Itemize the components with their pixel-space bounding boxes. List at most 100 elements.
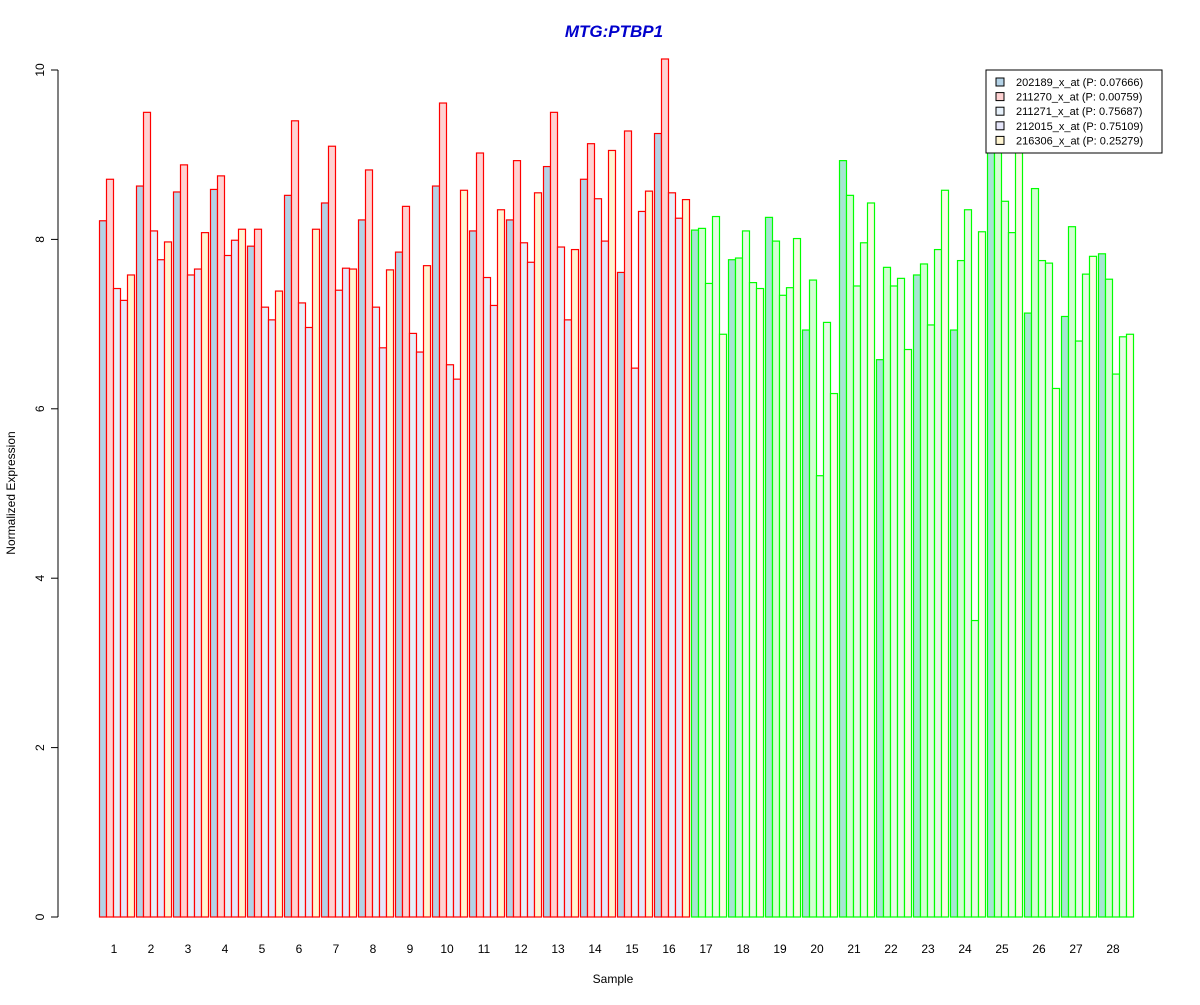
bar [1111, 373, 1121, 918]
bar [172, 191, 182, 918]
bar [512, 160, 522, 918]
x-axis: 1 2 3 4 5 6 7 8 9 10 11 12 13 14 15 16 17 18 19 20 21 22 23 24 2… [111, 942, 1120, 956]
bar [667, 192, 677, 918]
bar [357, 219, 367, 918]
bar [482, 276, 492, 918]
bar [993, 115, 1003, 918]
bar [394, 251, 404, 918]
bar [889, 285, 899, 918]
bar [1007, 232, 1017, 918]
bar [704, 282, 714, 918]
legend-label: 211270_x_at (P: 0.00759) [1016, 92, 1142, 104]
bar [755, 287, 765, 918]
bar [771, 240, 781, 918]
bar [1118, 336, 1128, 918]
bar [912, 274, 922, 918]
bar [829, 392, 839, 918]
chart-title: MTG:PTBP1 [565, 22, 663, 41]
bar [200, 232, 210, 918]
bar [637, 210, 647, 918]
x-tick-label: 11 [478, 942, 491, 956]
bar [304, 326, 314, 918]
x-tick-label: 2 [148, 942, 155, 956]
bar [489, 304, 499, 918]
x-axis-label: Sample [593, 972, 634, 986]
bar [112, 287, 122, 918]
bar [718, 333, 728, 918]
bar [785, 287, 795, 918]
bar [496, 209, 506, 918]
y-tick-label: 10 [33, 63, 47, 77]
bar [1060, 315, 1070, 918]
bar [586, 143, 596, 918]
x-tick-label: 26 [1032, 942, 1046, 956]
x-tick-label: 15 [625, 942, 639, 956]
bar [1030, 187, 1040, 918]
bar [801, 329, 811, 918]
bar [764, 216, 774, 918]
y-axis-label: Normalized Expression [4, 431, 18, 554]
bar [179, 164, 189, 918]
bar [1104, 278, 1114, 918]
bar [653, 132, 663, 918]
bar [741, 230, 751, 918]
bar [1000, 200, 1010, 918]
bar [660, 58, 670, 918]
bar [1067, 226, 1077, 918]
bar [579, 178, 589, 918]
bar [986, 145, 996, 918]
bar [533, 192, 543, 918]
bar [1125, 333, 1135, 918]
bar [283, 194, 293, 918]
bar [290, 120, 300, 918]
bar [1051, 387, 1061, 918]
bar [297, 302, 307, 918]
x-tick-label: 16 [662, 942, 676, 956]
bar [348, 268, 358, 918]
bar [808, 279, 818, 918]
y-tick-label: 0 [33, 913, 47, 920]
x-tick-label: 12 [514, 942, 528, 956]
x-tick-label: 23 [921, 942, 935, 956]
bar [1088, 255, 1098, 918]
x-tick-label: 18 [736, 942, 750, 956]
bar [792, 237, 802, 918]
y-tick-label: 6 [33, 405, 47, 412]
bar [401, 205, 411, 918]
legend-swatch [995, 121, 1005, 131]
bar [563, 319, 573, 918]
bar [748, 281, 758, 918]
bar [1044, 262, 1054, 918]
bar [882, 266, 892, 918]
bar [940, 189, 950, 918]
bar [556, 246, 566, 918]
x-tick-label: 14 [588, 942, 602, 956]
bar [156, 259, 166, 918]
y-tick-label: 4 [33, 575, 47, 582]
legend-swatch [995, 77, 1005, 87]
x-tick-label: 24 [958, 942, 972, 956]
bar [1074, 340, 1084, 918]
bar [674, 217, 684, 918]
bar [438, 102, 448, 918]
bar [274, 290, 284, 918]
bar [519, 242, 529, 918]
bar [852, 285, 862, 918]
bar [378, 347, 388, 918]
bar [859, 242, 869, 918]
legend-label: 202189_x_at (P: 0.07666) [1016, 77, 1143, 89]
bar [542, 165, 552, 918]
legend-label: 212015_x_at (P: 0.75109) [1016, 121, 1143, 133]
bar [600, 240, 610, 918]
bar [570, 248, 580, 918]
bar [690, 229, 700, 918]
bar [230, 239, 240, 918]
bar [903, 348, 913, 918]
bar [549, 111, 559, 918]
bar [334, 289, 344, 918]
y-tick-label: 8 [33, 236, 47, 243]
bar [711, 215, 721, 918]
bar [135, 185, 145, 918]
bar [385, 269, 395, 918]
bar [246, 245, 256, 918]
